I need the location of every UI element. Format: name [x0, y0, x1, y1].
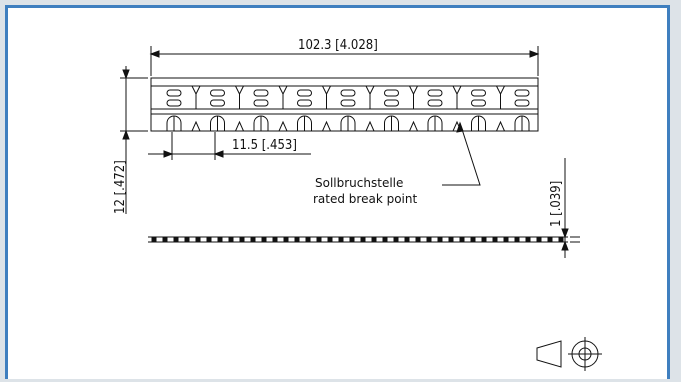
thickness-dimension	[561, 158, 580, 258]
side-mark	[316, 236, 322, 243]
side-mark	[206, 236, 212, 243]
strip-outline	[150, 77, 539, 132]
slot	[384, 89, 399, 97]
notch	[452, 85, 462, 96]
side-mark	[459, 236, 465, 243]
strip-side-view	[148, 236, 568, 243]
break-point-leader	[442, 121, 481, 186]
notch	[235, 85, 244, 96]
side-mark	[272, 236, 278, 243]
side-view-marks	[151, 236, 564, 243]
side-mark	[327, 236, 333, 243]
side-mark	[360, 236, 366, 243]
notch	[365, 85, 375, 96]
side-mark	[448, 236, 454, 243]
height-dimension	[120, 66, 148, 214]
drawing-sheet: 102.3 [4.028] 12 [.472] 11.5 [.453]	[5, 5, 670, 379]
side-mark	[404, 236, 410, 243]
technical-drawing: 102.3 [4.028] 12 [.472] 11.5 [.453]	[113, 38, 602, 371]
side-mark	[514, 236, 520, 243]
side-mark	[492, 236, 498, 243]
side-mark	[261, 236, 267, 243]
side-mark	[294, 236, 300, 243]
slot	[471, 89, 486, 97]
bottom-notch	[409, 120, 418, 132]
bottom-notch	[278, 120, 288, 132]
strip-top-view	[150, 77, 539, 132]
slot	[297, 99, 312, 107]
side-mark	[525, 236, 531, 243]
slot	[210, 99, 225, 107]
slot	[297, 89, 312, 97]
tooth-row	[166, 115, 530, 132]
slot	[253, 89, 269, 97]
side-mark	[437, 236, 443, 243]
side-mark	[547, 236, 553, 243]
notch	[322, 85, 331, 96]
side-mark	[162, 236, 168, 243]
slot	[514, 89, 530, 97]
notch	[191, 85, 201, 96]
bottom-notch	[191, 120, 201, 132]
notch	[496, 85, 505, 96]
slot	[210, 89, 225, 97]
side-mark	[250, 236, 256, 243]
slot	[253, 99, 269, 107]
side-mark	[217, 236, 223, 243]
first-angle-projection-icon	[536, 337, 602, 371]
bottom-notch	[496, 120, 505, 132]
slot	[427, 99, 443, 107]
slot	[340, 89, 356, 97]
side-mark	[151, 236, 157, 243]
pitch-dimension-label: 11.5 [.453]	[232, 138, 297, 153]
side-mark	[338, 236, 344, 243]
side-mark	[228, 236, 234, 243]
slot	[427, 89, 443, 97]
notch-row-top	[191, 85, 505, 109]
slot	[166, 99, 182, 107]
side-mark	[503, 236, 509, 243]
break-point-label-en: rated break point	[313, 192, 417, 206]
side-mark	[195, 236, 201, 243]
side-mark	[283, 236, 289, 243]
thickness-dimension-label: 1 [.039]	[549, 181, 564, 227]
slot	[340, 99, 356, 107]
bottom-notch	[322, 120, 331, 132]
notch	[278, 85, 288, 96]
height-dimension-label: 12 [.472]	[113, 160, 128, 214]
side-mark	[558, 236, 564, 243]
side-mark	[470, 236, 476, 243]
slot-row	[166, 89, 530, 107]
side-mark	[173, 236, 179, 243]
side-mark	[426, 236, 432, 243]
side-mark	[305, 236, 311, 243]
side-mark	[371, 236, 377, 243]
side-mark	[481, 236, 487, 243]
bottom-notch	[365, 120, 375, 132]
side-mark	[536, 236, 542, 243]
slot	[471, 99, 486, 107]
length-dimension	[149, 46, 540, 76]
side-mark	[415, 236, 421, 243]
pitch-dimension	[148, 132, 311, 160]
side-mark	[349, 236, 355, 243]
bottom-notch	[235, 120, 244, 132]
notch	[409, 85, 418, 96]
slot	[166, 89, 182, 97]
side-mark	[382, 236, 388, 243]
side-mark	[184, 236, 190, 243]
side-mark	[239, 236, 245, 243]
slot	[514, 99, 530, 107]
side-mark	[393, 236, 399, 243]
length-dimension-label: 102.3 [4.028]	[298, 38, 378, 53]
break-point-label-de: Sollbruchstelle	[315, 176, 403, 190]
slot	[384, 99, 399, 107]
